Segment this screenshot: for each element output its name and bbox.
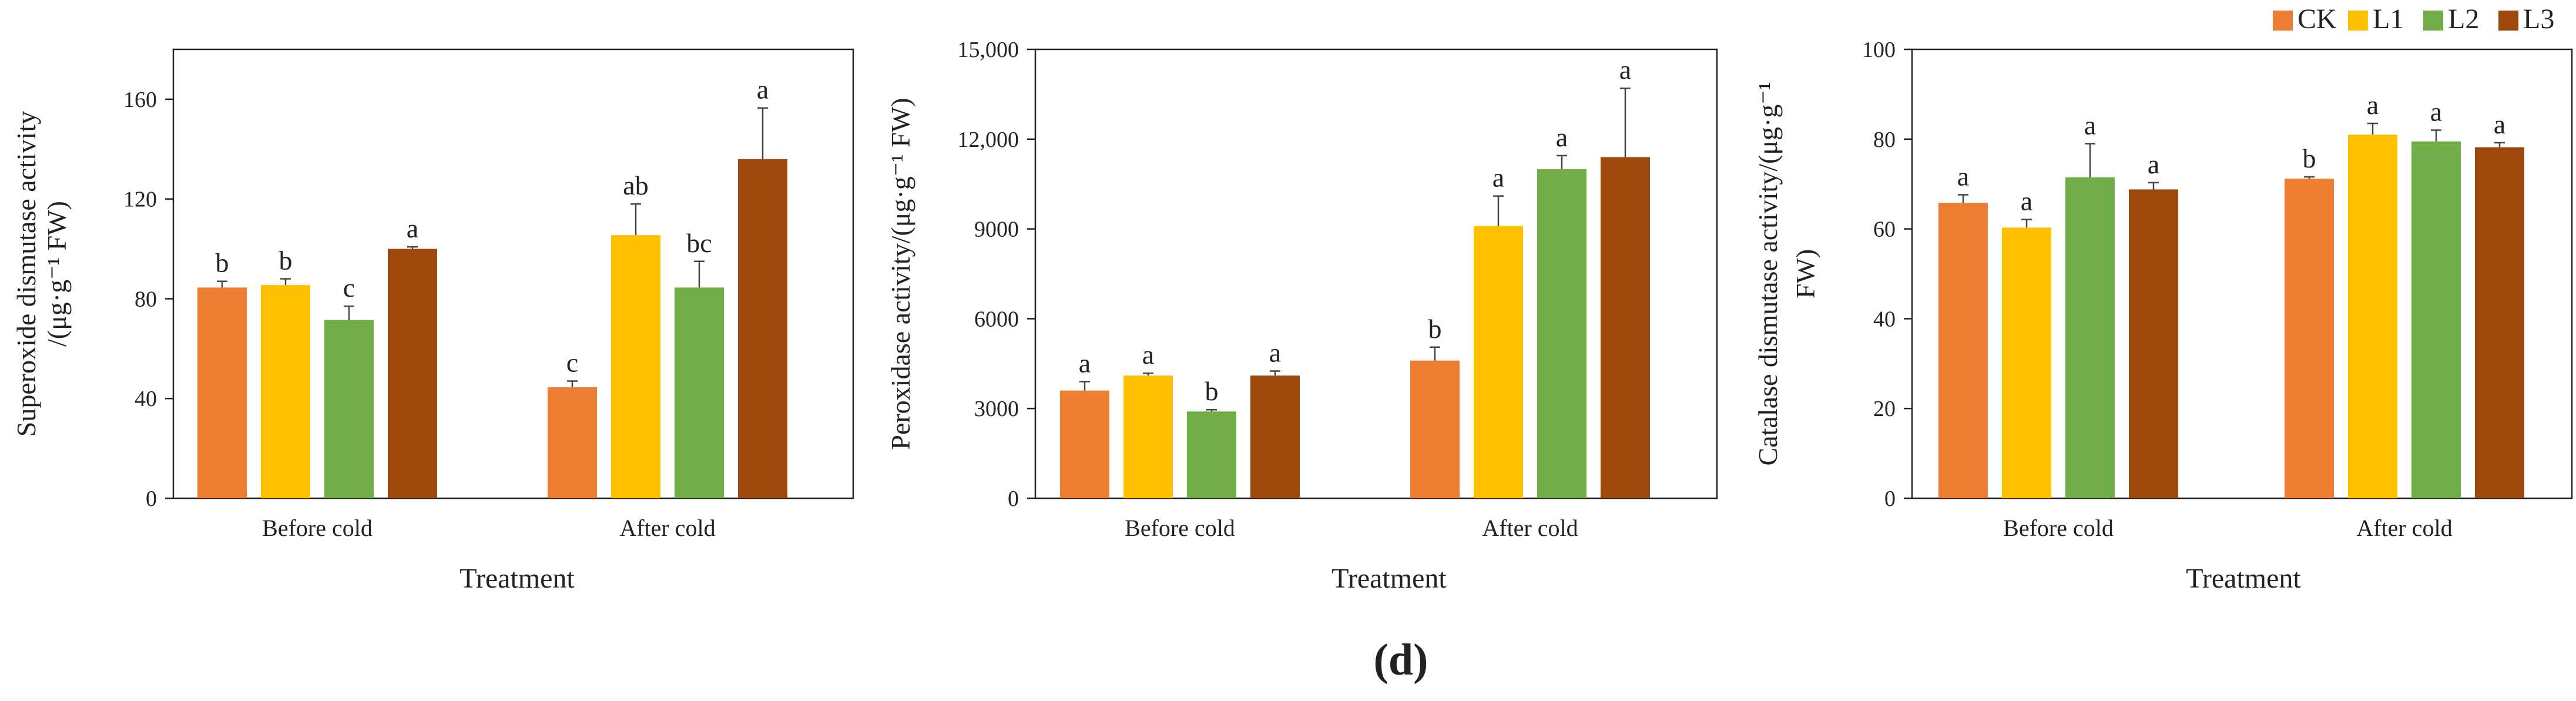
legend-label-l3: L3 bbox=[2523, 4, 2554, 35]
y-tick-label: 100 bbox=[1862, 38, 1896, 62]
plot-frame bbox=[1034, 48, 1718, 499]
significance-letter: a bbox=[1142, 340, 1154, 370]
legend-label-l1: L1 bbox=[2373, 4, 2404, 35]
y-tick-label: 0 bbox=[1008, 487, 1019, 511]
plot-frame bbox=[172, 48, 854, 499]
bar-l2 bbox=[2065, 177, 2115, 498]
significance-letter: b bbox=[1428, 314, 1442, 344]
significance-letter: b bbox=[279, 245, 293, 275]
chart-panel-2: 0 3000 6000 9000 12,000 15,000 a a b a Before cold… bbox=[886, 38, 1718, 594]
legend-swatch-l1 bbox=[2348, 11, 2368, 31]
y-tick-label: 3000 bbox=[974, 397, 1019, 421]
figure-label: (d) bbox=[1374, 635, 1428, 685]
bar-l2 bbox=[1187, 411, 1236, 498]
y-axis-title-line2: FW) bbox=[1790, 249, 1820, 298]
legend: CK L1 L2 L3 bbox=[2273, 4, 2554, 35]
y-tick-label: 40 bbox=[1873, 307, 1896, 331]
significance-letter: ab bbox=[623, 170, 648, 200]
y-tick-label: 160 bbox=[123, 88, 157, 112]
bar-ck bbox=[1410, 360, 1460, 498]
y-axis-title: Peroxidase activity/(μg·g⁻¹ FW) bbox=[886, 98, 915, 450]
bar-l2 bbox=[675, 287, 724, 498]
bar-l2 bbox=[324, 320, 374, 498]
chart-panel-3: 0 20 40 60 80 100 a a a a Before cold b a a a After col… bbox=[1753, 38, 2573, 594]
significance-letter: a bbox=[1079, 348, 1091, 378]
bar-l3 bbox=[2129, 189, 2178, 498]
y-tick-label: 80 bbox=[135, 287, 157, 311]
legend-label-l2: L2 bbox=[2448, 4, 2479, 35]
significance-letter: a bbox=[2021, 186, 2032, 216]
significance-letter: a bbox=[1492, 163, 1504, 193]
category-label: Before cold bbox=[2003, 515, 2114, 541]
x-axis-title: Treatment bbox=[1331, 563, 1447, 594]
significance-letter: bc bbox=[686, 228, 712, 258]
significance-letter: b bbox=[1205, 376, 1219, 406]
significance-letter: a bbox=[2494, 109, 2505, 139]
category-label: After cold bbox=[1482, 515, 1578, 541]
category-label: Before cold bbox=[262, 515, 373, 541]
legend-label-ck: CK bbox=[2297, 4, 2337, 35]
category-label: After cold bbox=[619, 515, 715, 541]
significance-letter: a bbox=[1619, 55, 1631, 85]
y-tick-label: 80 bbox=[1873, 128, 1896, 152]
bar-l1 bbox=[611, 235, 660, 498]
category-label: After cold bbox=[2356, 515, 2452, 541]
bar-l3 bbox=[1250, 375, 1300, 498]
bar-l1 bbox=[1123, 375, 1173, 498]
y-tick-label: 60 bbox=[1873, 217, 1896, 242]
bar-l2 bbox=[2411, 141, 2461, 498]
bar-l1 bbox=[261, 285, 310, 498]
legend-swatch-l3 bbox=[2498, 11, 2518, 31]
y-tick-label: 0 bbox=[1884, 487, 1896, 511]
y-tick-label: 120 bbox=[123, 187, 157, 212]
y-axis-title: Catalase dismutase activity/(μg·g⁻¹ bbox=[1753, 82, 1783, 466]
y-tick-label: 0 bbox=[146, 487, 157, 511]
bar-l3 bbox=[1601, 157, 1650, 498]
significance-letter: a bbox=[2430, 97, 2442, 127]
bar-ck bbox=[1938, 203, 1988, 498]
significance-letter: a bbox=[2084, 110, 2096, 140]
significance-letter: a bbox=[1269, 338, 1281, 368]
y-axis-title-line2: /(μg·g⁻¹ FW) bbox=[42, 201, 72, 347]
significance-letter: c bbox=[343, 273, 355, 303]
bar-l2 bbox=[1537, 169, 1586, 498]
bar-l3 bbox=[388, 249, 437, 498]
bar-ck bbox=[197, 287, 247, 498]
bar-ck bbox=[548, 387, 597, 498]
significance-letter: a bbox=[757, 75, 769, 105]
y-tick-label: 40 bbox=[135, 387, 157, 411]
significance-letter: b bbox=[2303, 143, 2316, 173]
y-tick-label: 6000 bbox=[974, 307, 1019, 331]
y-tick-label: 12,000 bbox=[958, 128, 1019, 152]
y-tick-label: 20 bbox=[1873, 397, 1896, 421]
significance-letter: a bbox=[1556, 122, 1568, 152]
bar-l1 bbox=[2002, 227, 2051, 498]
y-axis-title: Superoxide dismutase activity bbox=[11, 111, 41, 437]
legend-swatch-ck bbox=[2273, 11, 2293, 31]
bar-l3 bbox=[2475, 147, 2524, 498]
category-label: Before cold bbox=[1125, 515, 1235, 541]
significance-letter: c bbox=[566, 348, 578, 378]
bar-l1 bbox=[2348, 135, 2397, 498]
significance-letter: a bbox=[407, 213, 418, 243]
bar-l3 bbox=[738, 159, 787, 498]
plot-frame bbox=[1911, 48, 2573, 499]
significance-letter: b bbox=[216, 248, 229, 278]
significance-letter: a bbox=[2367, 90, 2379, 120]
significance-letter: a bbox=[2148, 149, 2159, 179]
bar-l1 bbox=[1474, 226, 1523, 498]
y-tick-label: 9000 bbox=[974, 217, 1019, 242]
y-tick-label: 15,000 bbox=[958, 38, 1019, 62]
bar-ck bbox=[2285, 179, 2334, 499]
bar-ck bbox=[1060, 390, 1109, 498]
significance-letter: a bbox=[1957, 162, 1969, 192]
x-axis-title: Treatment bbox=[459, 563, 575, 594]
legend-swatch-l2 bbox=[2423, 11, 2443, 31]
x-axis-title: Treatment bbox=[2186, 563, 2301, 594]
